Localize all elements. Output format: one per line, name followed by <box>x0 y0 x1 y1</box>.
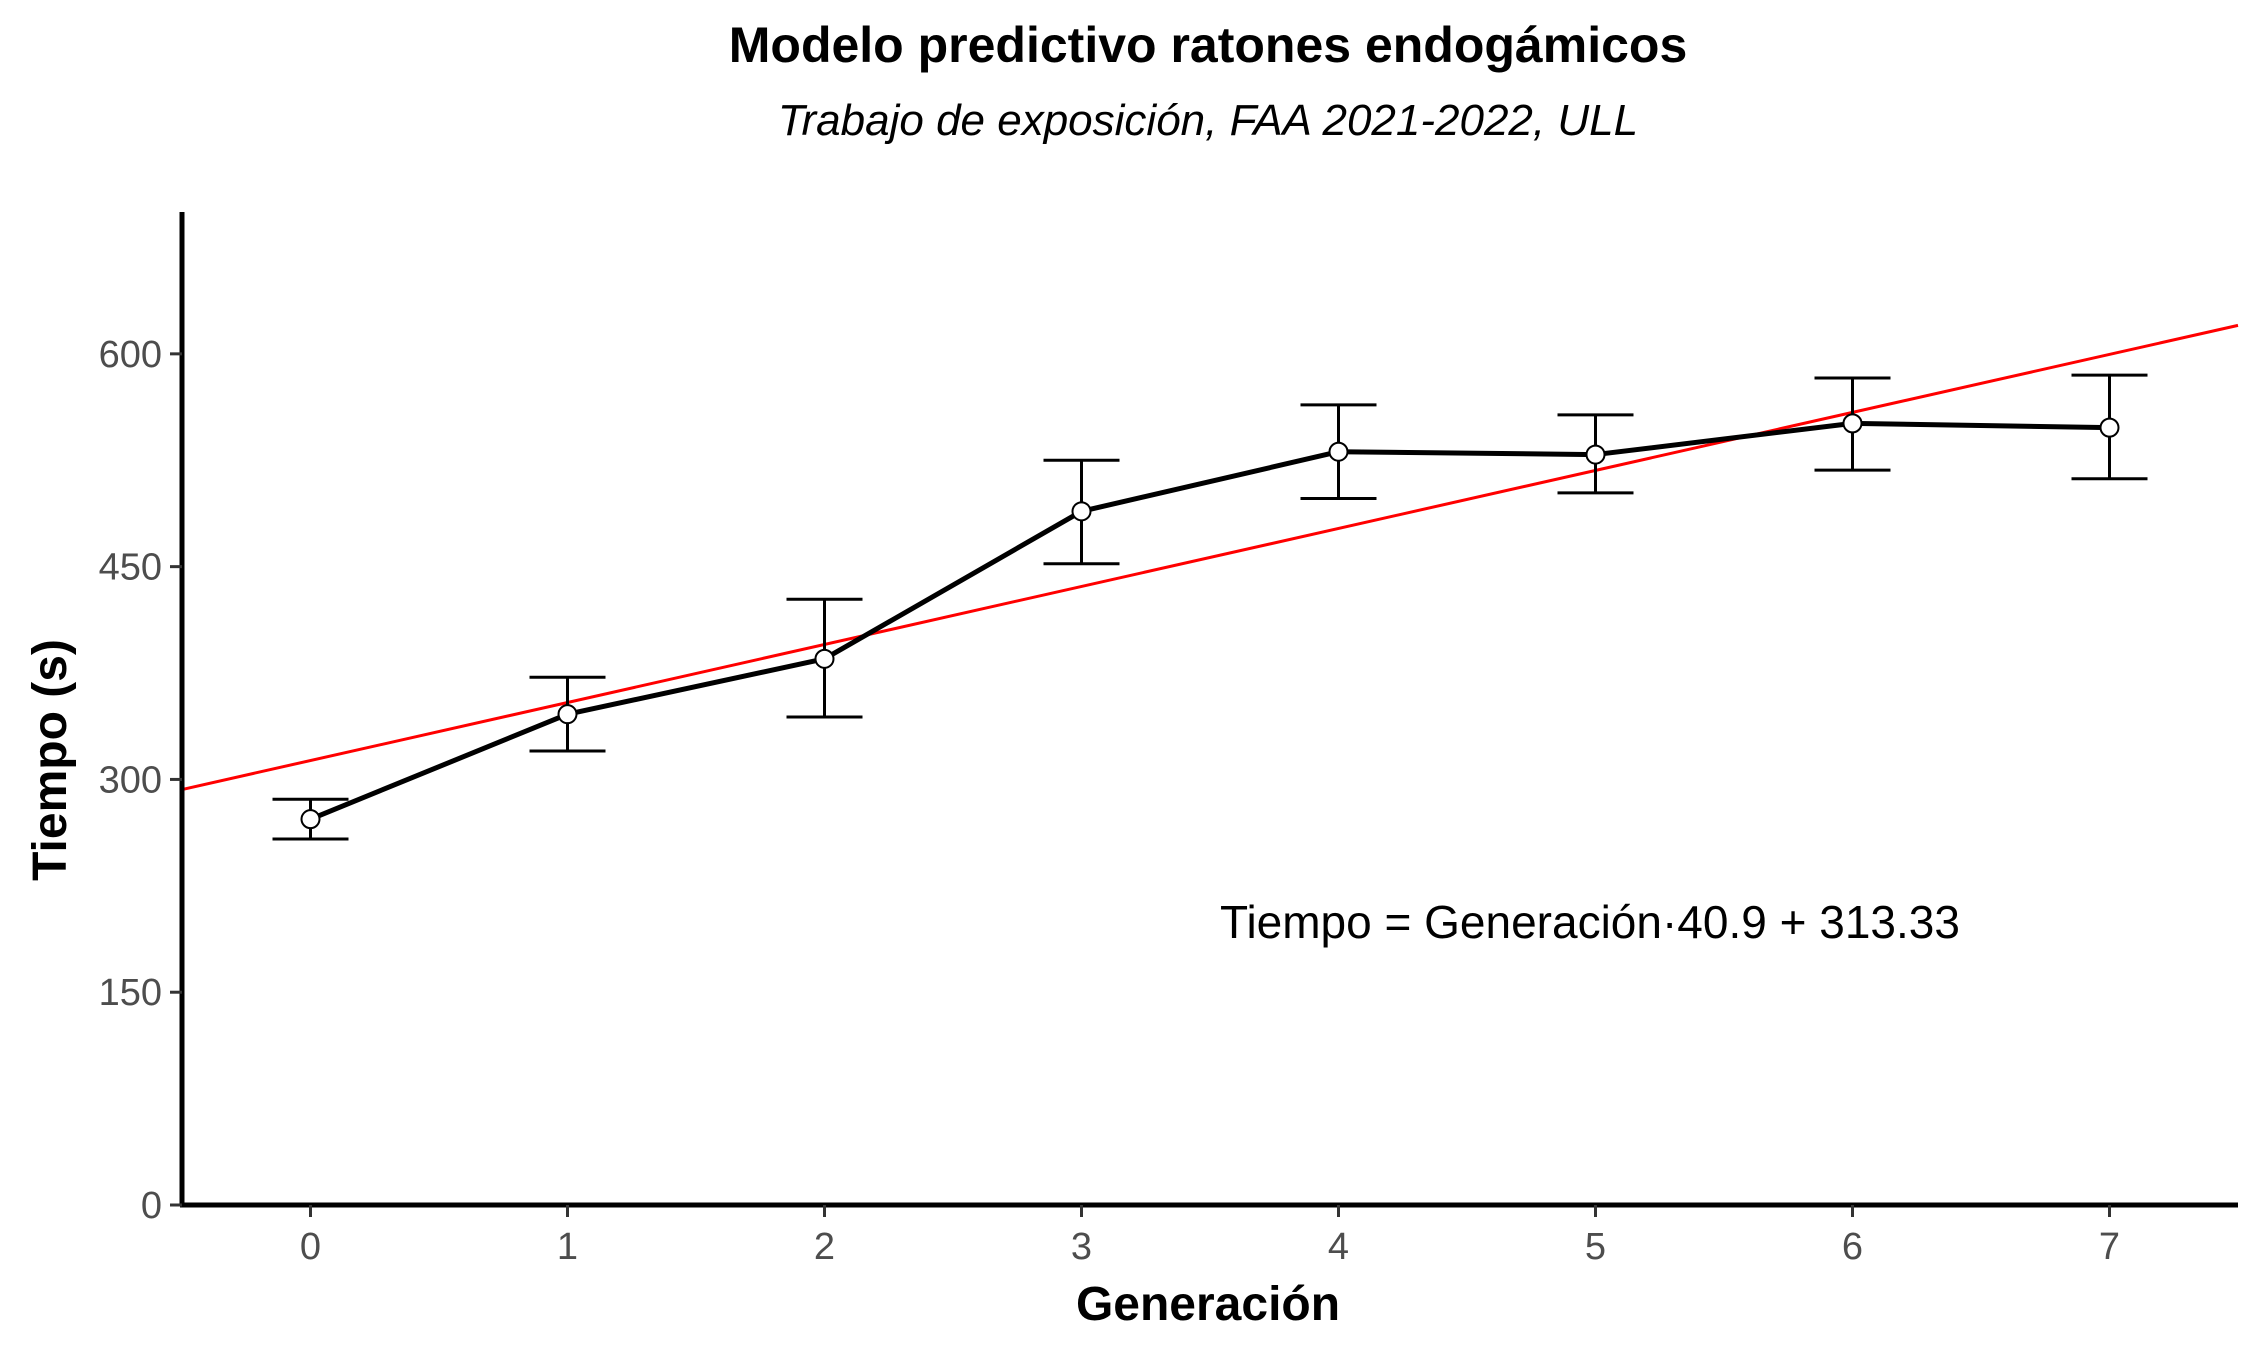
x-tick-label: 2 <box>814 1226 835 1268</box>
chart-subtitle: Trabajo de exposición, FAA 2021-2022, UL… <box>778 96 1638 145</box>
series-line <box>309 420 2110 822</box>
data-point <box>557 704 578 725</box>
y-tick-label: 0 <box>141 1185 162 1227</box>
x-tick-label: 0 <box>300 1226 321 1268</box>
y-tick-label: 300 <box>99 759 162 801</box>
y-tick-label: 450 <box>99 547 162 589</box>
x-tick-label: 4 <box>1328 1226 1349 1268</box>
x-tick-label: 3 <box>1071 1226 1092 1268</box>
data-point <box>814 648 835 669</box>
y-tick-label: 600 <box>99 334 162 376</box>
chart-title: Modelo predictivo ratones endogámicos <box>729 17 1688 73</box>
regression-equation: Tiempo = Generación·40.9 + 313.33 <box>1220 896 1960 948</box>
data-point <box>1328 441 1349 462</box>
data-point <box>1585 444 1606 465</box>
plot-area: 0 1 2 3 4 5 6 7 0 150 300 450 600 <box>99 212 2239 1268</box>
data-point <box>1842 413 1863 434</box>
x-tick-label: 6 <box>1842 1226 1863 1268</box>
data-point <box>1071 501 1092 522</box>
y-tick-label: 150 <box>99 972 162 1014</box>
y-axis-title: Tiempo (s) <box>24 639 77 881</box>
regression-line <box>181 323 2239 791</box>
x-axis-title: Generación <box>1076 1278 1340 1331</box>
x-tick-label: 1 <box>557 1226 578 1268</box>
data-point <box>300 809 321 830</box>
x-tick-label: 5 <box>1585 1226 1606 1268</box>
x-tick-label: 7 <box>2099 1226 2120 1268</box>
data-point <box>2099 417 2120 438</box>
